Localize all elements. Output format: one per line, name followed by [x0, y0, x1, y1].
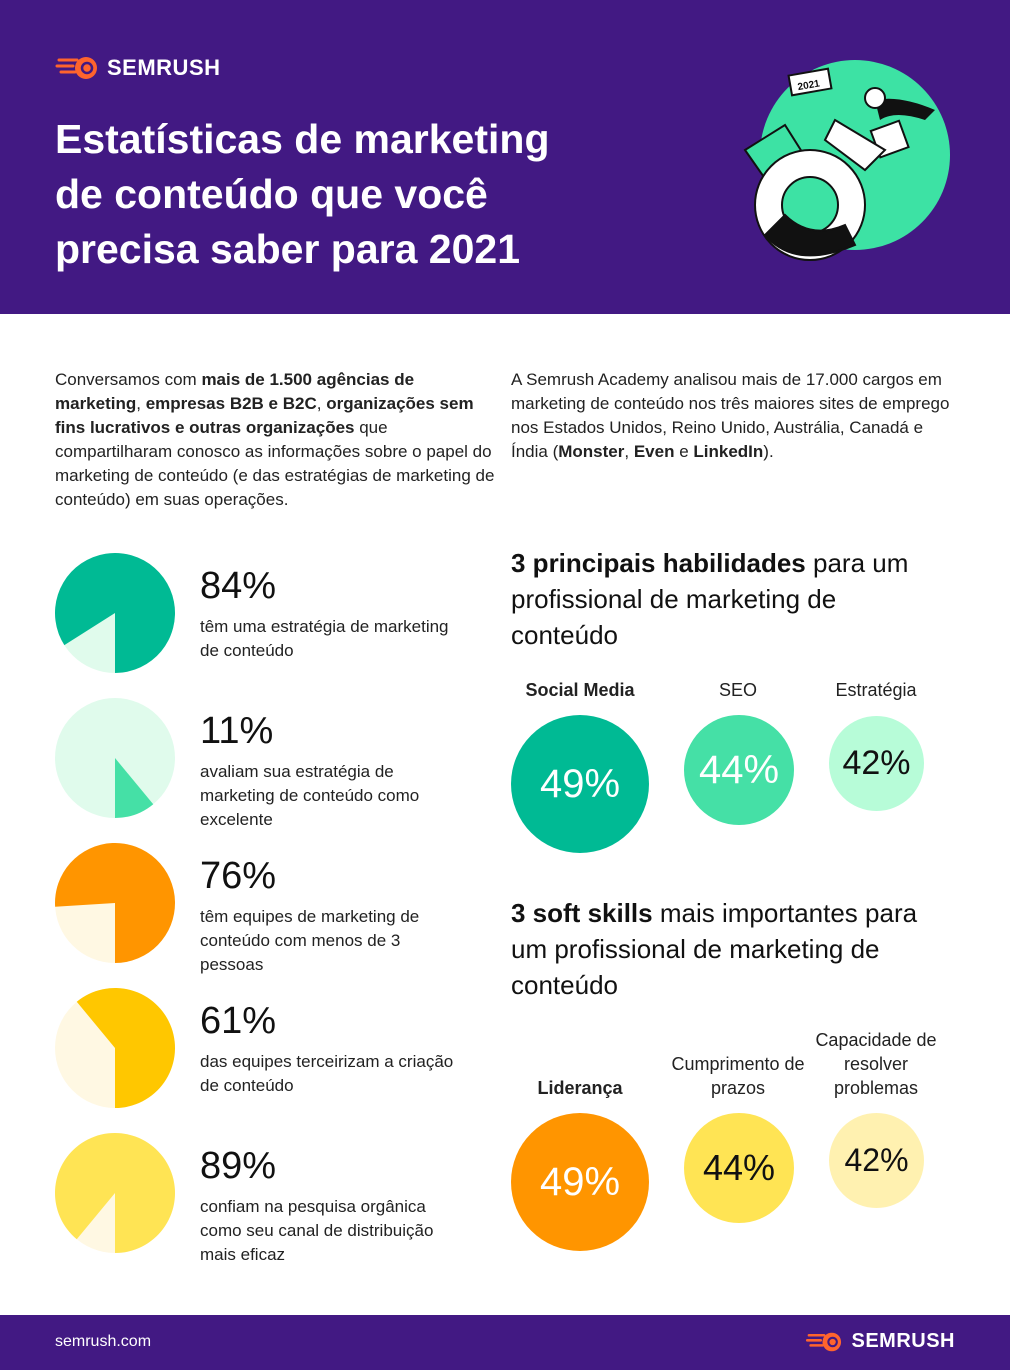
semrush-logo[interactable]: SEMRUSH — [55, 55, 221, 81]
intro-bold: LinkedIn — [693, 442, 764, 461]
intro-text: , — [624, 442, 634, 461]
soft-skill-bubble: 49% — [511, 1113, 649, 1251]
stat-percent: 11% — [200, 710, 274, 752]
stat-percent: 89% — [200, 1145, 277, 1187]
intro-text: Conversamos com — [55, 370, 202, 389]
footer-url[interactable]: semrush.com — [55, 1333, 152, 1350]
title-line: de conteúdo que você — [55, 171, 488, 217]
intro-bold: mais de 1.500 agências de marketing — [55, 370, 415, 413]
pie-chart — [55, 1133, 175, 1253]
semrush-flame-icon — [55, 57, 97, 79]
intro-bold: organizações sem fins lucrativos e outra… — [55, 394, 474, 437]
skill-bubble: 44% — [684, 715, 794, 825]
pie-chart — [55, 553, 175, 673]
pie-chart — [55, 698, 175, 818]
intro-bold: Monster — [558, 442, 625, 461]
pie-value-slice — [76, 988, 175, 1108]
pie-value-slice — [115, 758, 154, 818]
soft-skills-title-bold: 3 soft skills — [511, 898, 653, 928]
intro-text: , — [316, 394, 327, 413]
pie-value-slice — [55, 553, 175, 673]
magnet-illustration: 2021 — [743, 60, 950, 261]
skill-label: Social Media — [525, 680, 635, 700]
stat-item: 84% têm uma estratégia de marketing de c… — [55, 553, 495, 683]
intro-text: A Semrush Academy analisou mais de 17.00… — [511, 370, 950, 461]
soft-skill-bubble: 42% — [829, 1113, 924, 1208]
skills-title-rest: para um profissional de marketing de con… — [511, 548, 909, 650]
skills-title-bold: 3 principais habilidades — [511, 548, 806, 578]
intro-left-paragraph: Conversamos com mais de 1.500 agências d… — [55, 368, 500, 512]
skill-value: 42% — [842, 744, 911, 782]
pie-value-slice — [55, 1133, 175, 1253]
title-line: precisa saber para 2021 — [55, 226, 520, 272]
soft-skill-label: Cumprimento de prazos — [671, 1054, 805, 1098]
soft-skill-value: 44% — [702, 1147, 776, 1188]
soft-skill-value: 42% — [844, 1142, 909, 1178]
pie-chart — [55, 988, 175, 1108]
intro-bold: empresas B2B e B2C — [145, 394, 317, 413]
soft-skill-bubble: 44% — [684, 1113, 794, 1223]
stat-item: 76% têm equipes de marketing de conteúdo… — [55, 843, 495, 974]
skill-value: 49% — [539, 761, 621, 806]
logo-text: SEMRUSH — [851, 1330, 955, 1352]
skill-label: SEO — [718, 680, 757, 700]
pie-chart — [55, 843, 175, 963]
intro-right-paragraph: A Semrush Academy analisou mais de 17.00… — [511, 368, 961, 464]
soft-skills-title-rest: mais importantes para um profissional de… — [511, 898, 918, 1000]
title-line: Estatísticas de marketing — [55, 116, 550, 162]
illustration-year: 2021 — [797, 78, 821, 93]
intro-text: e — [674, 442, 694, 461]
stat-percent: 61% — [200, 1000, 277, 1042]
stat-description: das equipes terceirizam a criação de con… — [200, 1052, 454, 1095]
stat-description: têm uma estratégia de marketing de conte… — [200, 617, 449, 660]
stat-percent: 84% — [200, 565, 277, 607]
page-title: Estatísticas de marketing de conteúdo qu… — [55, 112, 675, 277]
intro-text: que compartilharam conosco as informaçõe… — [55, 418, 495, 509]
skill-label: Estratégia — [835, 680, 917, 700]
skill-value: 44% — [698, 747, 780, 792]
soft-skill-label: Liderança — [537, 1078, 623, 1098]
soft-skill-value: 49% — [539, 1159, 621, 1204]
stat-description: confiam na pesquisa orgânica como seu ca… — [200, 1197, 434, 1264]
skill-bubble: 49% — [511, 715, 649, 853]
soft-skills-title: 3 soft skills mais importantes para um p… — [511, 895, 931, 1003]
intro-text: ). — [763, 442, 774, 461]
soft-skill-label: Capacidade de resolver problemas — [815, 1030, 937, 1098]
stat-item: 61% das equipes terceirizam a criação de… — [55, 988, 495, 1118]
intro-bold: Even — [633, 442, 675, 461]
stat-description: têm equipes de marketing de conteúdo com… — [200, 907, 420, 974]
skill-bubble: 42% — [829, 716, 924, 811]
stat-item: 11% avaliam sua estratégia de marketing … — [55, 698, 495, 829]
stat-item: 89% confiam na pesquisa orgânica como se… — [55, 1133, 495, 1264]
pie-value-slice — [55, 843, 175, 963]
semrush-flame-icon — [806, 1332, 842, 1351]
logo-text: SEMRUSH — [107, 55, 221, 80]
footer: semrush.com SEMRUSH — [0, 1315, 1010, 1370]
stat-percent: 76% — [200, 855, 277, 897]
semrush-logo-footer[interactable]: SEMRUSH — [805, 1330, 955, 1353]
skills-title: 3 principais habilidades para um profiss… — [511, 545, 931, 653]
intro-text: , — [136, 394, 146, 413]
stat-description: avaliam sua estratégia de marketing de c… — [200, 762, 420, 829]
header: SEMRUSH Estatísticas de marketing de con… — [0, 0, 1010, 314]
